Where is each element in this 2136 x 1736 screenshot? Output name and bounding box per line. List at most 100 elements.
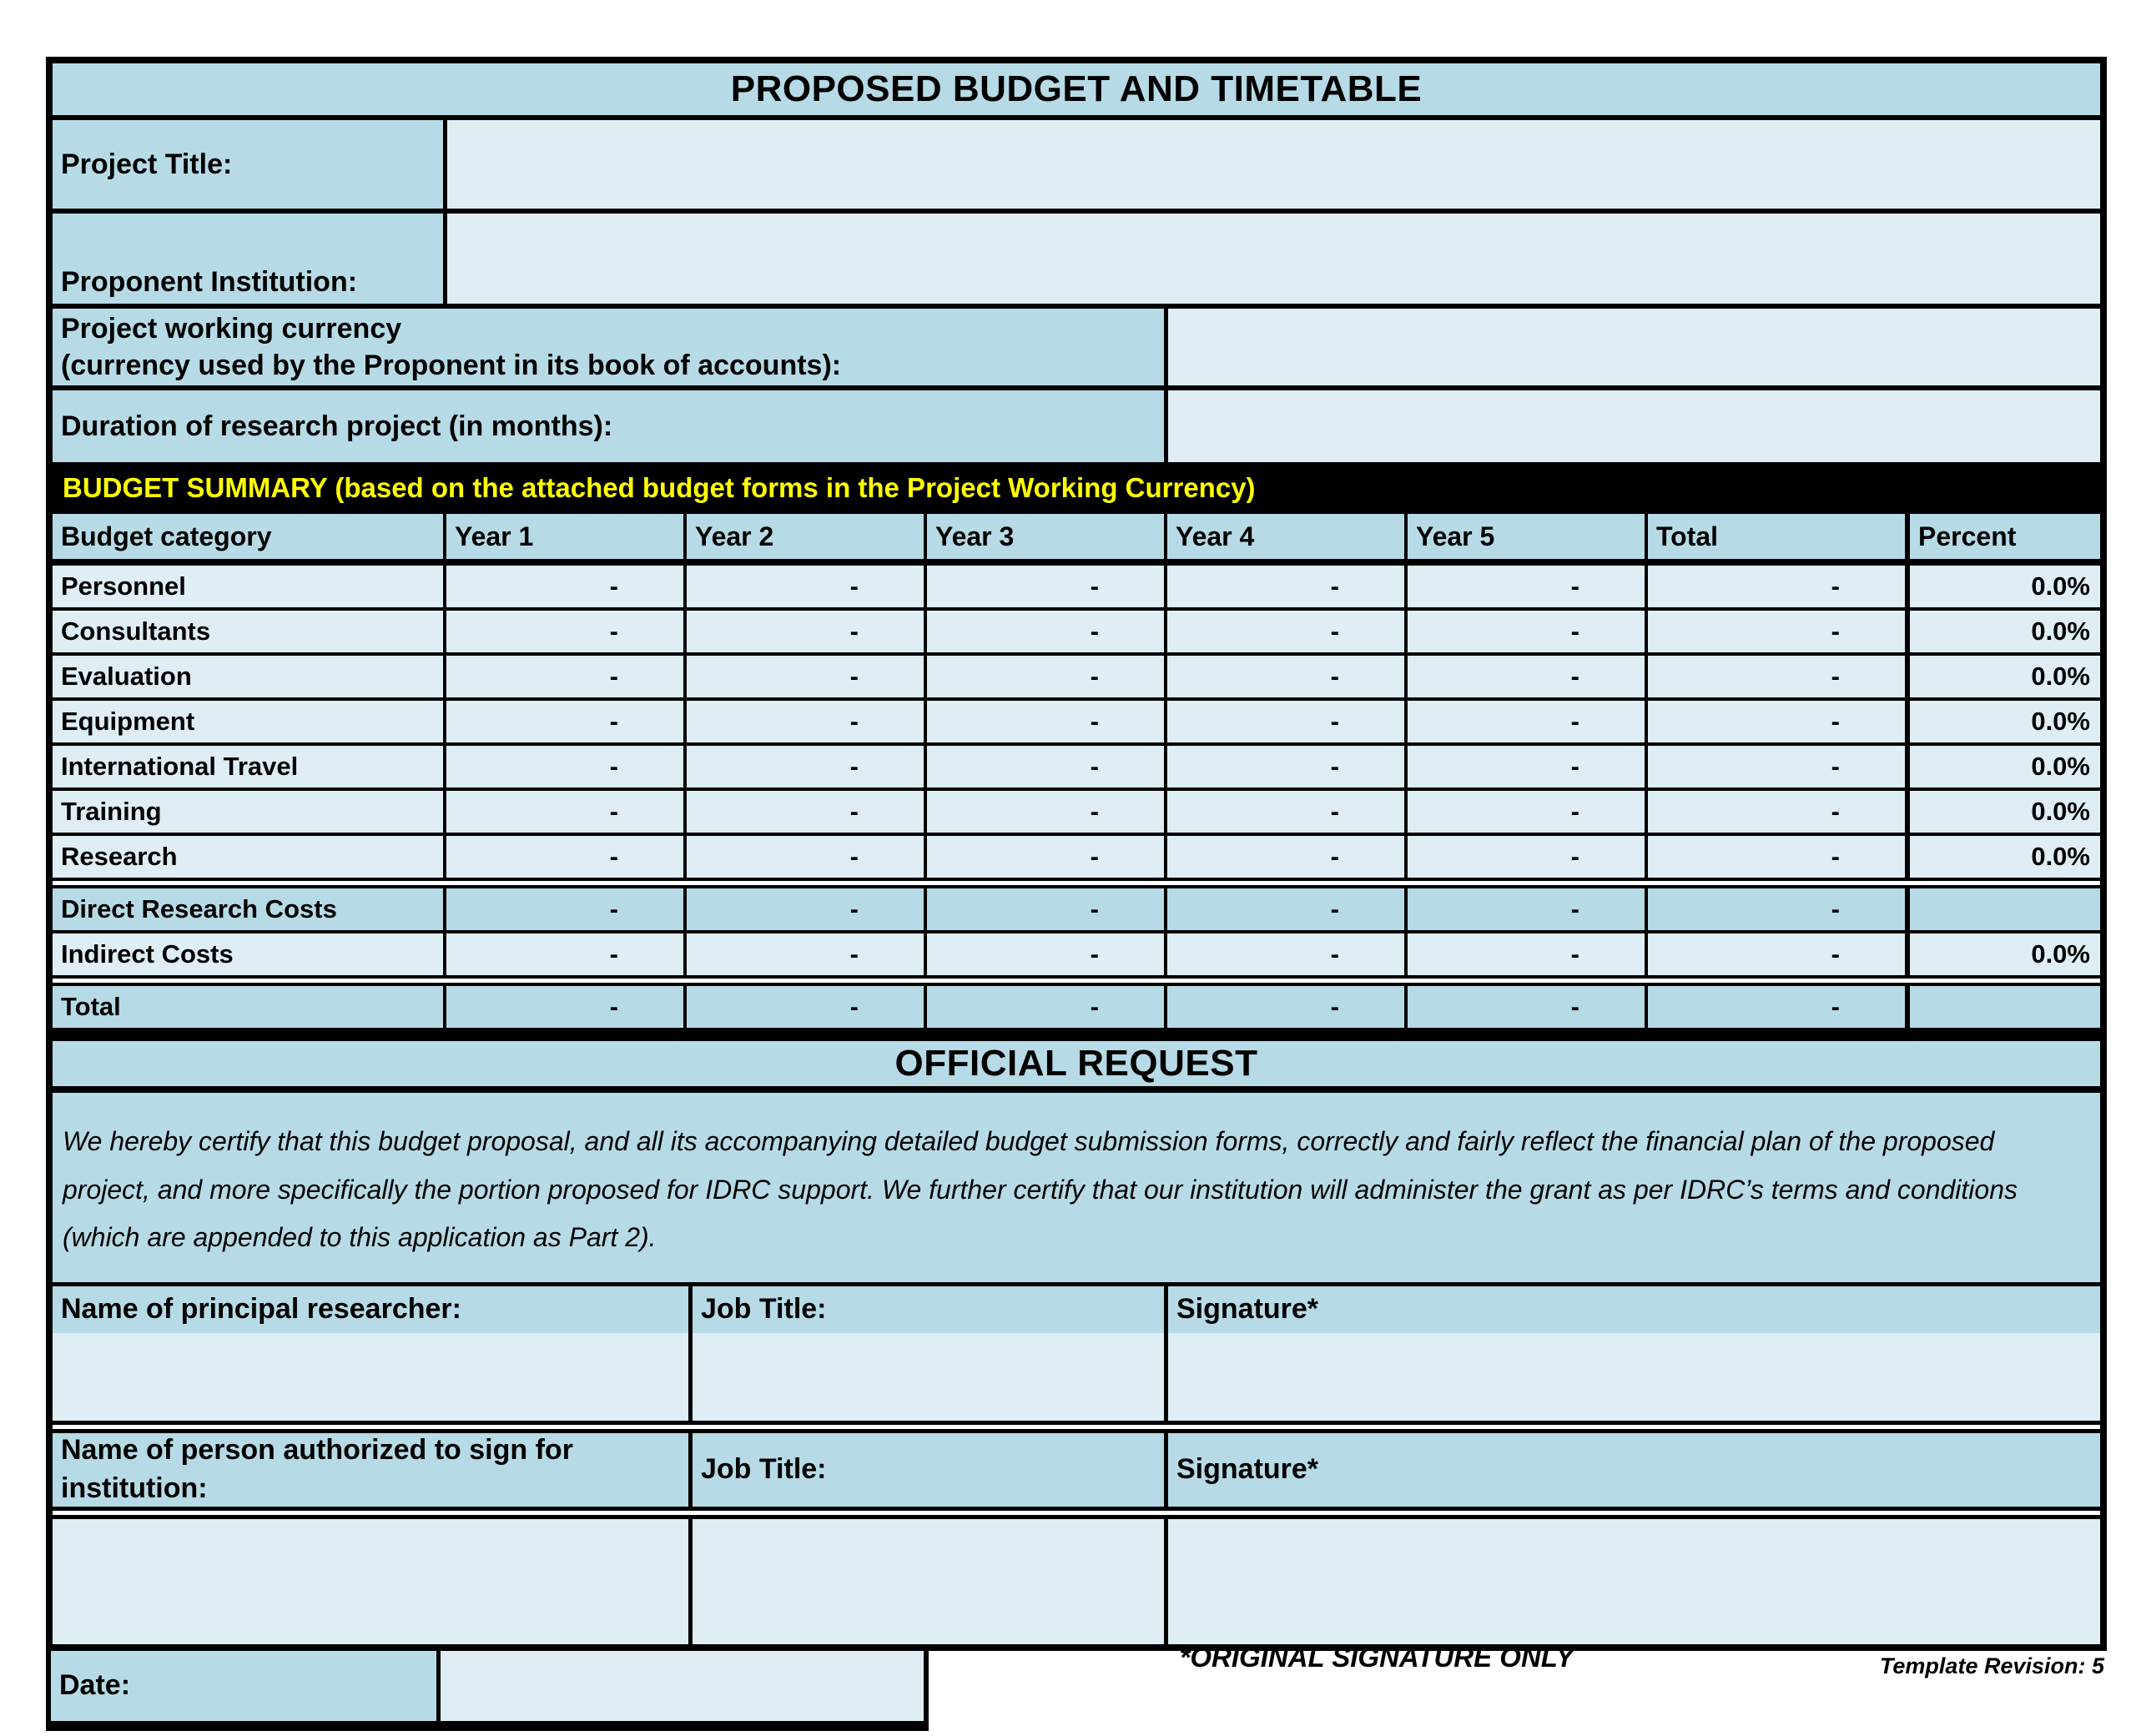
total-cell: - bbox=[1645, 986, 1905, 1028]
col-percent: Percent bbox=[1905, 514, 2100, 559]
year3-cell: - bbox=[924, 986, 1164, 1028]
year5-cell[interactable]: - bbox=[1404, 933, 1645, 975]
year2-cell[interactable]: - bbox=[683, 746, 924, 787]
year4-cell[interactable]: - bbox=[1164, 933, 1404, 975]
project-title-row: Project Title: bbox=[53, 115, 2100, 209]
table-row-consultants: Consultants - - - - - - 0.0% bbox=[53, 607, 2100, 652]
total-cell[interactable]: - bbox=[1645, 836, 1905, 878]
total-cell[interactable]: - bbox=[1645, 933, 1905, 975]
authorized-name-field[interactable] bbox=[53, 1518, 688, 1644]
name-of-principal-researcher-label: Name of principal researcher: bbox=[53, 1286, 688, 1333]
signature-label: Signature* bbox=[1164, 1432, 2100, 1507]
row-group-separator bbox=[53, 878, 2100, 885]
total-cell[interactable]: - bbox=[1645, 791, 1905, 833]
year4-cell[interactable]: - bbox=[1164, 746, 1404, 787]
date-row: Date: bbox=[46, 1650, 929, 1731]
duration-field[interactable] bbox=[1164, 390, 2100, 462]
year1-cell[interactable]: - bbox=[443, 933, 683, 975]
percent-cell: 0.0% bbox=[1905, 836, 2100, 878]
year1-cell[interactable]: - bbox=[443, 656, 683, 697]
year1-cell[interactable]: - bbox=[443, 566, 683, 607]
year4-cell[interactable]: - bbox=[1164, 836, 1404, 878]
authorized-job-title-field[interactable] bbox=[688, 1518, 1164, 1644]
table-row-personnel: Personnel - - - - - - 0.0% bbox=[53, 566, 2100, 607]
table-row-indirect-costs: Indirect Costs - - - - - - 0.0% bbox=[53, 930, 2100, 975]
project-title-field[interactable] bbox=[443, 120, 2100, 209]
year3-cell[interactable]: - bbox=[924, 836, 1164, 878]
year5-cell: - bbox=[1404, 986, 1645, 1028]
total-cell[interactable]: - bbox=[1645, 611, 1905, 652]
working-currency-label-line2: (currency used by the Proponent in its b… bbox=[61, 350, 842, 381]
year3-cell[interactable]: - bbox=[924, 933, 1164, 975]
year4-cell[interactable]: - bbox=[1164, 656, 1404, 697]
year5-cell[interactable]: - bbox=[1404, 791, 1645, 833]
total-cell[interactable]: - bbox=[1645, 746, 1905, 787]
year5-cell[interactable]: - bbox=[1404, 746, 1645, 787]
percent-cell: 0.0% bbox=[1905, 791, 2100, 833]
year5-cell[interactable]: - bbox=[1404, 836, 1645, 878]
certification-text: We hereby certify that this budget propo… bbox=[53, 1093, 2100, 1282]
year2-cell[interactable]: - bbox=[683, 566, 924, 607]
proponent-institution-label: Proponent Institution: bbox=[53, 214, 443, 304]
year2-cell: - bbox=[683, 888, 924, 930]
table-row-equipment: Equipment - - - - - - 0.0% bbox=[53, 697, 2100, 742]
year4-cell[interactable]: - bbox=[1164, 701, 1404, 742]
working-currency-field[interactable] bbox=[1164, 309, 2100, 385]
year3-cell[interactable]: - bbox=[924, 746, 1164, 787]
percent-cell: 0.0% bbox=[1905, 933, 2100, 975]
year2-cell[interactable]: - bbox=[683, 656, 924, 697]
year2-cell[interactable]: - bbox=[683, 701, 924, 742]
date-field[interactable] bbox=[436, 1650, 924, 1721]
year3-cell[interactable]: - bbox=[924, 566, 1164, 607]
year1-cell[interactable]: - bbox=[443, 701, 683, 742]
total-cell: - bbox=[1645, 888, 1905, 930]
researcher-name-field[interactable] bbox=[53, 1332, 688, 1421]
year2-cell[interactable]: - bbox=[683, 791, 924, 833]
row-group-separator bbox=[53, 975, 2100, 983]
authorized-signature-field[interactable] bbox=[1164, 1518, 2100, 1644]
working-currency-label-line1: Project working currency bbox=[61, 312, 402, 345]
template-revision: Template Revision: 5 bbox=[1879, 1653, 2104, 1678]
row-label: Equipment bbox=[53, 701, 443, 742]
year5-cell[interactable]: - bbox=[1404, 656, 1645, 697]
year5-cell[interactable]: - bbox=[1404, 701, 1645, 742]
year5-cell: - bbox=[1404, 888, 1645, 930]
year1-cell[interactable]: - bbox=[443, 791, 683, 833]
year4-cell[interactable]: - bbox=[1164, 611, 1404, 652]
year3-cell[interactable]: - bbox=[924, 791, 1164, 833]
col-budget-category: Budget category bbox=[53, 514, 443, 559]
year5-cell[interactable]: - bbox=[1404, 566, 1645, 607]
total-cell[interactable]: - bbox=[1645, 566, 1905, 607]
authorized-person-header-row: Name of person authorized to sign for in… bbox=[53, 1428, 2100, 1507]
year4-cell[interactable]: - bbox=[1164, 791, 1404, 833]
year3-cell[interactable]: - bbox=[924, 611, 1164, 652]
year4-cell: - bbox=[1164, 986, 1404, 1028]
working-currency-label: Project working currency (currency used … bbox=[53, 309, 1164, 385]
year1-cell: - bbox=[443, 888, 683, 930]
year3-cell[interactable]: - bbox=[924, 701, 1164, 742]
total-cell[interactable]: - bbox=[1645, 701, 1905, 742]
official-request-table: OFFICIAL REQUEST We hereby certify that … bbox=[46, 1034, 2107, 1651]
year3-cell[interactable]: - bbox=[924, 656, 1164, 697]
year4-cell[interactable]: - bbox=[1164, 566, 1404, 607]
year5-cell[interactable]: - bbox=[1404, 611, 1645, 652]
row-label: Evaluation bbox=[53, 656, 443, 697]
percent-cell: 0.0% bbox=[1905, 746, 2100, 787]
researcher-signature-field[interactable] bbox=[1164, 1332, 2100, 1421]
year2-cell[interactable]: - bbox=[683, 836, 924, 878]
year2-cell[interactable]: - bbox=[683, 933, 924, 975]
proposed-budget-table: PROPOSED BUDGET AND TIMETABLE Project Ti… bbox=[46, 57, 2107, 1034]
job-title-label: Job Title: bbox=[688, 1432, 1164, 1507]
row-label: Indirect Costs bbox=[53, 933, 443, 975]
duration-label: Duration of research project (in months)… bbox=[53, 390, 1164, 462]
original-signature-note: *ORIGINAL SIGNATURE ONLY bbox=[1179, 1642, 1574, 1673]
col-year-2: Year 2 bbox=[683, 514, 924, 559]
year1-cell[interactable]: - bbox=[443, 836, 683, 878]
year1-cell[interactable]: - bbox=[443, 611, 683, 652]
total-cell[interactable]: - bbox=[1645, 656, 1905, 697]
researcher-job-title-field[interactable] bbox=[688, 1332, 1164, 1421]
year2-cell[interactable]: - bbox=[683, 611, 924, 652]
year1-cell[interactable]: - bbox=[443, 746, 683, 787]
proponent-institution-field[interactable] bbox=[443, 214, 2100, 304]
